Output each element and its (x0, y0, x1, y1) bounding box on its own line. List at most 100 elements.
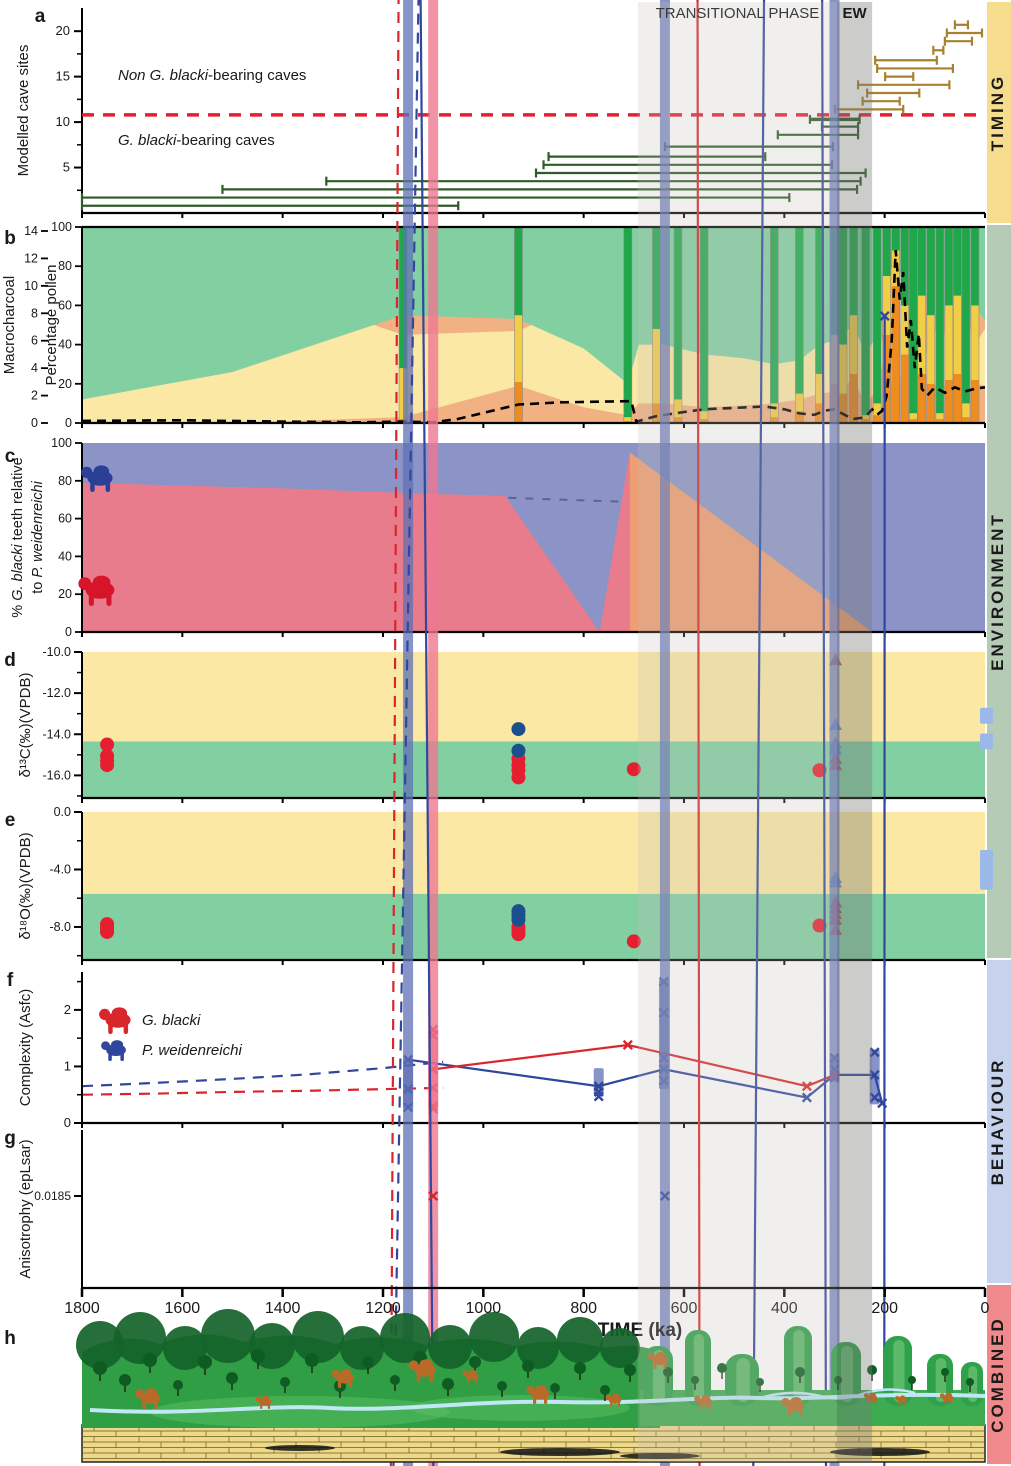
tree-crown (756, 1378, 764, 1386)
panel-h: h (4, 1309, 986, 1463)
panel-a-ylabel: Modelled cave sites (15, 45, 32, 177)
pollen-bar-herbs (900, 354, 909, 423)
panel-letter-d: d (4, 650, 16, 671)
ape-arm (533, 1395, 537, 1404)
panel-letter-b: b (4, 228, 16, 249)
panel-letter-f: f (7, 970, 14, 991)
ape-back (145, 1388, 158, 1397)
time-tick-label: 1600 (165, 1300, 201, 1317)
gb-ape-figure (255, 1395, 272, 1409)
gb-ape-figure (331, 1369, 354, 1388)
ape-head (647, 1352, 656, 1360)
pollen-bar-herbs (700, 419, 709, 423)
y-tick-label: 5 (63, 160, 70, 175)
pollen-bar-trees (673, 227, 682, 400)
pollen-bar-herbs (839, 393, 848, 423)
tree-crown (966, 1378, 974, 1386)
transitional-phase-overlay (637, 2, 838, 1462)
time-tick-label: 400 (771, 1300, 798, 1317)
pw-trend-dashed (81, 1060, 444, 1088)
panel-letter-e: e (5, 810, 16, 831)
ape-head (101, 1041, 110, 1050)
pollen-bar-trees (861, 227, 870, 416)
y-tick-label: 15 (56, 69, 70, 84)
ape-leg (663, 1361, 667, 1369)
pollen-bar-herbs (970, 379, 979, 423)
pollen-bar-grass (953, 295, 962, 374)
pollen-bar-grass (935, 413, 944, 420)
modern-reference-marker (980, 873, 993, 890)
time-tick-label: 1800 (64, 1300, 100, 1317)
ape-leg (120, 1052, 124, 1061)
pw-x-marker (659, 1190, 670, 1202)
panel-g: 0.01950.01850.01750.0165Anisotrophy (epL… (4, 0, 986, 1466)
canopy-blob (557, 1317, 603, 1363)
gb-data-point (626, 762, 641, 777)
pw-x-marker (593, 1091, 604, 1102)
ape-arm (467, 1376, 470, 1383)
y-tick-label: 10 (56, 114, 70, 129)
canopy-blob (76, 1321, 124, 1369)
canopy-blob (163, 1326, 207, 1370)
pollen-bar-trees (970, 227, 979, 306)
pollen-bar-trees (882, 227, 891, 276)
time-tick-label: 600 (671, 1300, 698, 1317)
pollen-bar-herbs (909, 419, 918, 423)
tree-crown (173, 1380, 183, 1390)
ape-back (701, 1394, 711, 1402)
ape-leg (708, 1403, 711, 1410)
pollen-tick-label: 80 (58, 259, 72, 273)
pollen-bar-grass (891, 250, 900, 286)
tree-crown (550, 1383, 560, 1393)
time-tick-label: 200 (871, 1300, 898, 1317)
pollen-bar-grass (700, 411, 709, 420)
sidebar-label-environment: ENVIRONMENT (988, 512, 1007, 671)
ape-head (99, 1008, 111, 1020)
canopy-blob (428, 1325, 472, 1369)
pollen-bar-herbs (861, 419, 870, 423)
ape-back (261, 1395, 270, 1402)
pollen-bar-trees (795, 227, 804, 394)
pollen-bar-grass (944, 305, 953, 380)
pw-x-marker (869, 1069, 880, 1080)
charcoal-tick-label: 2 (31, 389, 38, 403)
gb-data-point (511, 927, 526, 942)
tree-crown (867, 1365, 877, 1375)
pw-range-bar (403, 0, 414, 1466)
y-tick-label: 0 (65, 625, 72, 639)
pollen-bar-trees (623, 227, 632, 418)
pw-x-marker (801, 1092, 812, 1103)
pollen-bar-trees (839, 227, 848, 345)
y-tick-label: 40 (58, 549, 72, 563)
gb-ape-figure (408, 1359, 436, 1382)
cave-deposit-blob (830, 1448, 930, 1456)
y-tick-label: -10.0 (43, 645, 72, 659)
y-tick-label: 0 (64, 1115, 71, 1130)
y-tick-label: -4.0 (49, 862, 71, 876)
tree-crown (305, 1353, 319, 1367)
y-tick-label: 1 (64, 1058, 71, 1073)
pollen-bar-grass (652, 328, 661, 404)
pollen-bar-herbs (961, 417, 970, 423)
sidebar-label-timing: TIMING (988, 74, 1007, 152)
tree-crown (600, 1385, 610, 1395)
ape-arm (338, 1379, 342, 1388)
y-tick-label: -8.0 (49, 920, 71, 934)
pollen-bar-herbs (953, 374, 962, 423)
ape-arm (898, 1400, 901, 1405)
ape-back (535, 1385, 547, 1393)
canopy-blob (469, 1312, 519, 1362)
pollen-bar-grass (839, 344, 848, 394)
gb-x-marker (428, 1190, 439, 1202)
gb-ape-icon (78, 575, 115, 606)
gb-ape-figure (462, 1369, 479, 1383)
canopy-blob (380, 1313, 430, 1363)
gb-x-marker (801, 1081, 812, 1092)
pollen-bar-grass (926, 315, 935, 384)
pw-range-bar (659, 0, 670, 1466)
pollen-bar-grass (623, 417, 632, 422)
panel-d-ylabel: δ¹³C(‰)(VPDB) (17, 672, 34, 777)
gb-data-point (812, 763, 827, 778)
ape-leg (267, 1403, 271, 1409)
